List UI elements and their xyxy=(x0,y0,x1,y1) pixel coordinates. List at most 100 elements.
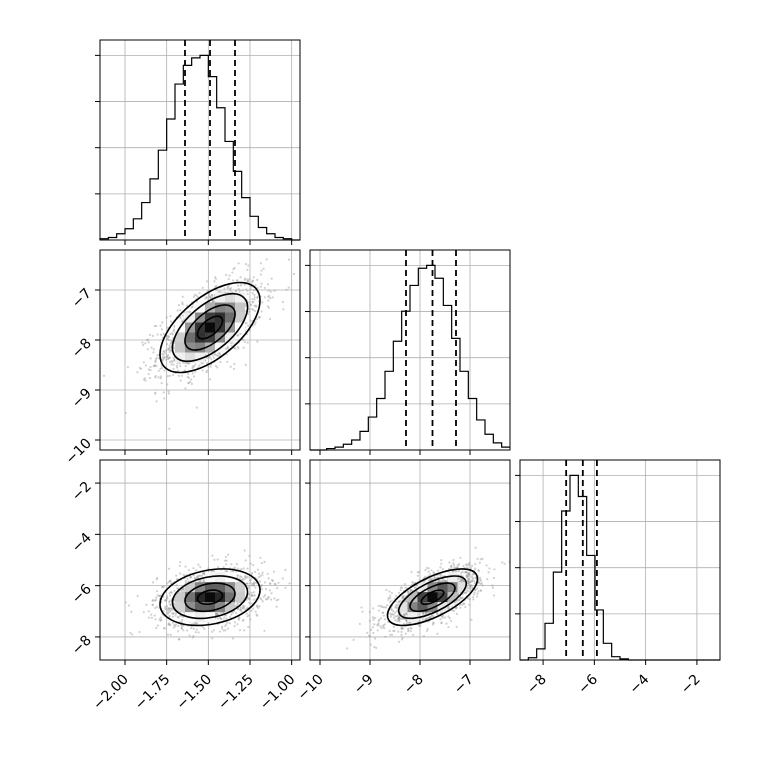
scatter-point xyxy=(225,623,228,626)
scatter-point xyxy=(201,362,205,365)
scatter-point xyxy=(400,597,404,600)
scatter-point xyxy=(404,632,407,635)
scatter-point xyxy=(399,586,403,589)
scatter-point xyxy=(173,359,176,362)
scatter-point xyxy=(488,567,491,570)
scatter-point xyxy=(236,623,239,626)
scatter-point xyxy=(176,309,179,312)
scatter-point xyxy=(163,356,166,359)
scatter-point xyxy=(245,612,248,615)
scatter-point xyxy=(254,586,257,589)
scatter-point xyxy=(428,579,431,582)
scatter-point xyxy=(474,562,477,566)
scatter-point xyxy=(459,606,462,609)
scatter-point xyxy=(162,350,166,353)
scatter-point xyxy=(450,564,453,567)
scatter-point xyxy=(250,602,253,605)
scatter-point xyxy=(147,616,151,619)
scatter-point xyxy=(187,580,190,583)
scatter-point xyxy=(465,564,468,567)
scatter-point xyxy=(263,629,266,632)
scatter-point xyxy=(182,588,185,591)
scatter-point xyxy=(222,565,225,569)
scatter-point xyxy=(248,593,251,596)
scatter-point xyxy=(397,616,401,619)
scatter-point xyxy=(179,308,182,312)
scatter-point xyxy=(130,610,133,613)
scatter-point xyxy=(368,610,371,614)
scatter-point xyxy=(155,596,158,599)
scatter-point xyxy=(245,575,248,578)
scatter-point xyxy=(169,607,172,610)
scatter-point xyxy=(144,379,147,382)
scatter-point xyxy=(421,611,424,615)
scatter-point xyxy=(164,599,168,602)
scatter-point xyxy=(457,570,460,573)
scatter-point xyxy=(346,647,349,650)
scatter-point xyxy=(417,571,421,574)
scatter-point xyxy=(417,613,420,616)
scatter-point xyxy=(267,595,270,599)
scatter-point xyxy=(400,617,403,621)
scatter-point xyxy=(174,612,178,615)
scatter-point xyxy=(234,290,237,293)
scatter-point xyxy=(186,577,189,581)
scatter-point xyxy=(429,615,432,618)
scatter-point xyxy=(212,629,216,632)
density-cell xyxy=(235,302,245,313)
scatter-point xyxy=(397,630,400,633)
scatter-point xyxy=(232,367,236,370)
scatter-point xyxy=(206,369,209,372)
scatter-point xyxy=(228,287,231,291)
scatter-point xyxy=(260,310,263,313)
scatter-point xyxy=(161,585,164,588)
scatter-point xyxy=(235,279,238,282)
scatter-point xyxy=(251,300,254,304)
scatter-point xyxy=(221,625,224,628)
scatter-point xyxy=(145,603,148,606)
scatter-point xyxy=(371,616,375,619)
scatter-point xyxy=(166,355,169,358)
scatter-point xyxy=(466,566,469,569)
scatter-point xyxy=(177,587,180,590)
scatter-point xyxy=(210,630,214,633)
scatter-point xyxy=(263,296,267,299)
scatter-point xyxy=(202,572,205,575)
scatter-point xyxy=(477,568,480,572)
scatter-point xyxy=(262,267,265,270)
density-cell xyxy=(205,582,215,593)
density-cell xyxy=(235,312,245,323)
scatter-point xyxy=(252,301,255,304)
scatter-point xyxy=(424,568,427,572)
scatter-point xyxy=(392,625,396,628)
scatter-point xyxy=(259,262,262,265)
scatter-point xyxy=(198,574,201,577)
scatter-point xyxy=(473,591,476,594)
x-tick-label: −6 xyxy=(575,671,601,697)
scatter-point xyxy=(424,575,427,578)
scatter-point xyxy=(177,637,180,641)
scatter-point xyxy=(449,619,453,623)
scatter-point xyxy=(155,364,158,368)
scatter-point xyxy=(167,622,170,625)
scatter-point xyxy=(461,597,464,600)
panel-frame xyxy=(309,459,511,661)
scatter-point xyxy=(194,631,198,634)
scatter-point xyxy=(142,361,146,364)
scatter-point xyxy=(441,579,444,582)
scatter-point xyxy=(397,614,400,617)
scatter-point xyxy=(153,363,157,367)
panel-frame xyxy=(99,39,301,241)
scatter-point xyxy=(195,569,198,572)
scatter-point xyxy=(253,594,256,597)
scatter-point xyxy=(454,566,457,569)
density-cell xyxy=(417,582,428,593)
density-cell xyxy=(235,582,245,593)
scatter-point xyxy=(248,601,251,604)
scatter-point xyxy=(265,258,268,261)
scatter-point xyxy=(156,333,159,336)
scatter-point xyxy=(466,572,469,576)
panel-frame xyxy=(519,459,721,661)
scatter-point xyxy=(458,563,461,566)
scatter-point xyxy=(163,627,166,630)
